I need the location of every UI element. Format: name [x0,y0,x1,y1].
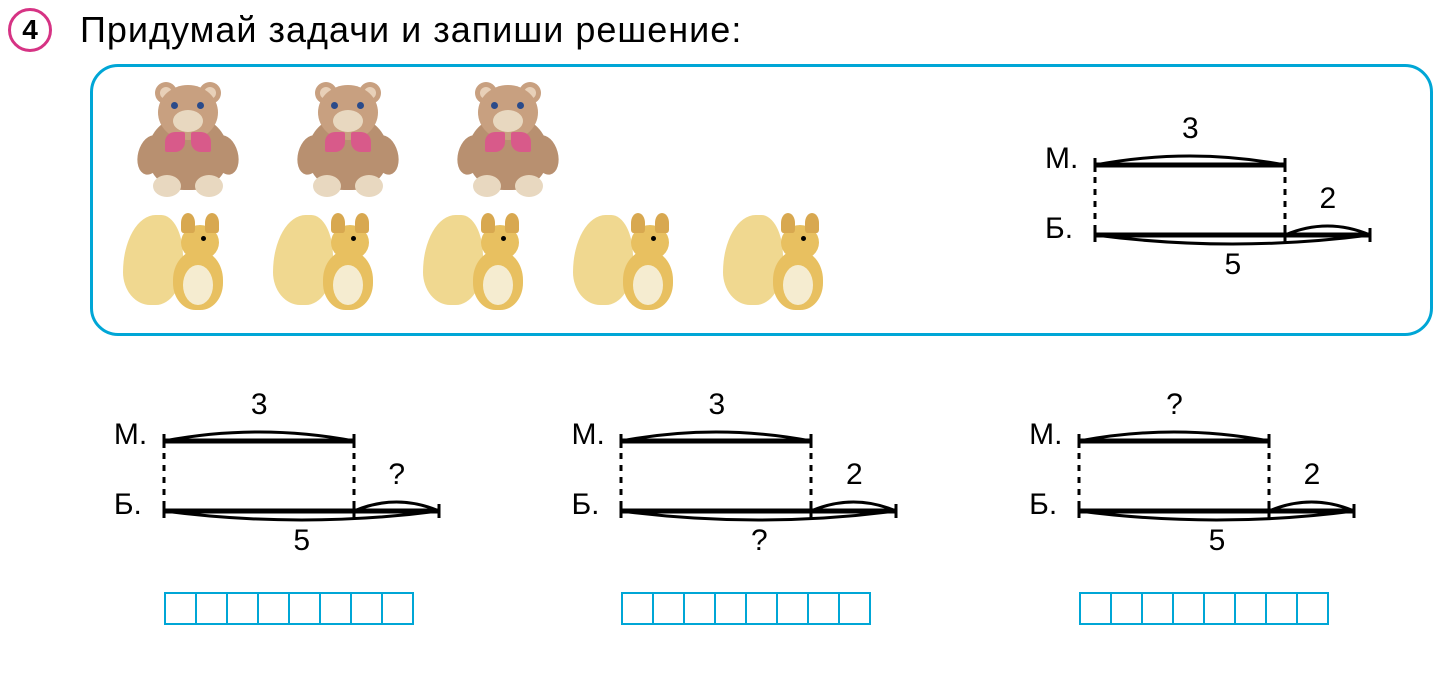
answer-cell[interactable] [381,592,414,625]
bottom-diagram: М. Б. 3? 5 [109,366,469,586]
bottom-diagram-cell: М. Б. 3? 5 [109,366,469,625]
squirrel-icon [423,210,543,320]
diagram-label-b: Б. [1029,488,1057,522]
diagram-label-m: М. [114,418,147,452]
answer-cell[interactable] [1141,592,1174,625]
answer-cell[interactable] [1079,592,1112,625]
diagram-label-m: М. [1045,142,1078,176]
bears-row [123,80,843,200]
exercise-number-badge: 4 [8,8,52,52]
answer-cell[interactable] [1110,592,1143,625]
diagram-label-b: Б. [1045,212,1073,246]
answer-cell[interactable] [745,592,778,625]
answer-cell[interactable] [195,592,228,625]
diagram-label-m: М. [571,418,604,452]
bottom-diagram: М. Б.? 2 5 [1024,366,1384,586]
squirrel-icon [723,210,843,320]
diagram-top-value: ? [1166,388,1183,422]
bottom-diagram: М. Б. 3 2? [566,366,926,586]
answer-cell[interactable] [1203,592,1236,625]
answer-cell[interactable] [1296,592,1329,625]
answer-cell[interactable] [257,592,290,625]
diagram-label-b: Б. [114,488,142,522]
answer-cell[interactable] [319,592,352,625]
answer-cell[interactable] [1265,592,1298,625]
diagram-extra-value: 2 [1320,182,1337,216]
answer-cell[interactable] [1234,592,1267,625]
answer-cell[interactable] [164,592,197,625]
squirrels-row [123,210,843,320]
squirrel-icon [123,210,243,320]
answer-grid[interactable] [621,592,871,625]
answer-cell[interactable] [350,592,383,625]
exercise-title: Придумай задачи и запиши решение: [80,9,742,51]
animals-column [123,80,843,320]
answer-cell[interactable] [226,592,259,625]
answer-cell[interactable] [683,592,716,625]
answer-grid[interactable] [1079,592,1329,625]
bottom-diagrams-row: М. Б. 3? 5 М. Б. 3 2? М. Б.? 2 5 [0,356,1453,625]
answer-cell[interactable] [288,592,321,625]
bear-icon [123,80,253,200]
bear-icon [443,80,573,200]
answer-grid[interactable] [164,592,414,625]
answer-cell[interactable] [1172,592,1205,625]
diagram-bottom-value: 5 [1225,248,1242,282]
answer-cell[interactable] [714,592,747,625]
answer-cell[interactable] [776,592,809,625]
answer-cell[interactable] [807,592,840,625]
bottom-diagram-cell: М. Б.? 2 5 [1024,366,1384,625]
diagram-bottom-value: 5 [1209,524,1226,558]
diagram-bottom-value: ? [751,524,768,558]
diagram-bottom-value: 5 [293,524,310,558]
diagram-top-value: 3 [251,388,268,422]
exercise-header: 4 Придумай задачи и запиши решение: [0,0,1453,64]
answer-cell[interactable] [838,592,871,625]
diagram-label-m: М. [1029,418,1062,452]
diagram-extra-value: 2 [1304,458,1321,492]
diagram-label-b: Б. [571,488,599,522]
exercise-number: 4 [22,14,38,46]
diagram-top-value: 3 [1182,112,1199,146]
answer-cell[interactable] [621,592,654,625]
answer-cell[interactable] [652,592,685,625]
squirrel-icon [273,210,393,320]
diagram-extra-value: 2 [846,458,863,492]
bear-icon [283,80,413,200]
diagram-extra-value: ? [388,458,405,492]
squirrel-icon [573,210,693,320]
main-illustration-box: М. Б. 3 2 5 [90,64,1433,336]
top-diagram: М. Б. 3 2 5 [1040,90,1400,310]
diagram-top-value: 3 [708,388,725,422]
bottom-diagram-cell: М. Б. 3 2? [566,366,926,625]
